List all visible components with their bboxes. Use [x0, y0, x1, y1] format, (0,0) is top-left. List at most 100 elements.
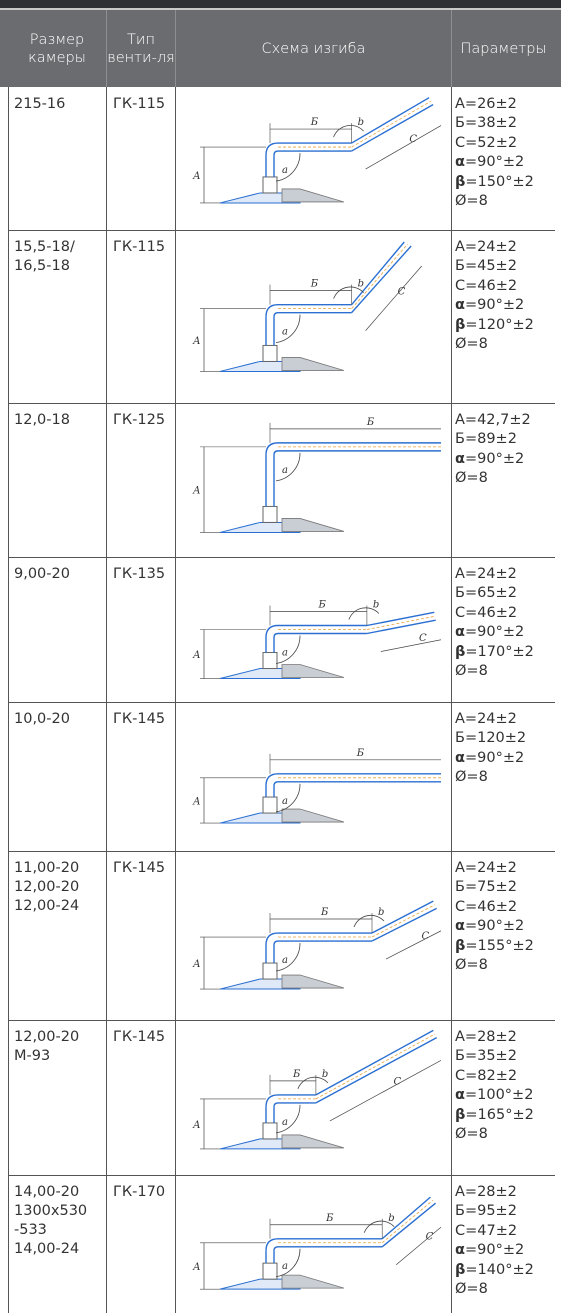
- parameter-line: С=46±2: [455, 604, 555, 623]
- beta-label: b: [358, 117, 364, 128]
- valve-arm-line: [351, 241, 405, 306]
- c-label: С: [398, 286, 406, 297]
- parameter-value: =8: [466, 1281, 488, 1298]
- parameter-value: =24±2: [464, 239, 517, 255]
- valve-elbow: [265, 624, 279, 638]
- parameter-line: A=24±2: [455, 859, 555, 878]
- c-label: С: [422, 931, 430, 942]
- parameter-line: Ø=8: [455, 192, 555, 211]
- alpha-arc: [275, 1104, 301, 1134]
- parameter-line: Ø=8: [455, 662, 555, 681]
- valve-arm-line: [381, 1202, 437, 1248]
- parameter-key: β: [455, 1261, 466, 1278]
- b-label: Б: [320, 907, 329, 918]
- arm-centerline: [315, 1033, 436, 1100]
- parameter-line: Б=35±2: [455, 1047, 555, 1066]
- parameters-cell: A=24±2 Б=65±2 С=46±2 α=90°±2 β=170°±2 Ø=8: [455, 565, 555, 681]
- valve-elbow: [265, 932, 279, 946]
- camera-size-cell: 10,0-20: [14, 711, 70, 727]
- parameter-key: Б: [455, 258, 465, 275]
- valve-type-cell: ГК-145: [113, 711, 166, 727]
- valve-arm-line: [351, 245, 412, 314]
- header-valve: Тип венти-ля: [107, 31, 175, 66]
- valve-elbow: [265, 1094, 279, 1107]
- parameter-key: С: [455, 1222, 466, 1239]
- valve-elbow: [265, 442, 279, 455]
- valve-arm-line: [366, 619, 436, 635]
- valve-elbow: [273, 1246, 279, 1251]
- parameter-value: =45±2: [464, 258, 517, 275]
- parameter-value: =52±2: [465, 134, 518, 151]
- parameter-line: Б=45±2: [455, 257, 555, 276]
- header-params: Параметры: [460, 40, 547, 57]
- valve-type-cell: ГК-145: [113, 1029, 166, 1045]
- camera-size-cell: 12,0-18: [14, 412, 70, 428]
- valve-arm-line: [315, 1037, 438, 1104]
- parameter-line: Ø=8: [455, 335, 555, 354]
- valve-type-cell: ГК-125: [113, 412, 166, 428]
- valve-elbow: [273, 940, 279, 946]
- row-divider: [8, 851, 555, 852]
- parameter-line: Ø=8: [455, 1125, 555, 1144]
- parameter-line: С=82±2: [455, 1067, 555, 1086]
- arm-centerline: [351, 100, 432, 148]
- a-label: А: [192, 336, 201, 347]
- a-label: А: [192, 1120, 201, 1131]
- parameter-value: =90°±2: [464, 1242, 525, 1259]
- parameter-line: Ø=8: [455, 469, 555, 488]
- b-label: Б: [317, 600, 326, 611]
- parameter-value: =75±2: [464, 879, 517, 896]
- parameter-key: Ø: [455, 1126, 467, 1143]
- valve-type-cell: ГК-170: [113, 1184, 166, 1200]
- parameter-value: =65±2: [464, 585, 517, 602]
- c-label: С: [409, 134, 417, 145]
- parameter-key: α: [455, 1242, 465, 1259]
- parameter-key: A: [455, 412, 465, 428]
- parameter-line: Б=89±2: [455, 430, 555, 449]
- parameters-cell: A=28±2 Б=95±2 С=47±2 α=90°±2 β=140°±2 Ø=8: [455, 1183, 555, 1299]
- parameter-line: β=120°±2: [455, 316, 555, 335]
- parameter-value: =46±2: [465, 277, 518, 294]
- parameter-key: A: [455, 860, 465, 876]
- camera-size-cell: 215-16: [14, 96, 66, 112]
- beta-label: b: [388, 1213, 394, 1224]
- parameter-value: =170°±2: [465, 643, 534, 660]
- arm-centerline: [366, 615, 436, 630]
- valve-elbow: [273, 781, 279, 786]
- parameter-key: С: [455, 898, 466, 915]
- parameter-line: α=90°±2: [455, 296, 555, 315]
- alpha-arc: [275, 1248, 301, 1278]
- parameter-key: Ø: [455, 470, 467, 487]
- b-label: Б: [310, 279, 319, 290]
- row-divider: [8, 230, 555, 231]
- parameter-key: β: [455, 173, 466, 190]
- parameter-line: Б=95±2: [455, 1202, 555, 1221]
- valve-nut: [262, 344, 278, 362]
- parameter-line: β=140°±2: [455, 1261, 555, 1280]
- parameter-line: A=24±2: [455, 238, 555, 257]
- parameter-key: β: [455, 643, 466, 660]
- parameter-value: =90°±2: [464, 450, 525, 467]
- b-label: Б: [292, 1069, 301, 1080]
- c-dimension-line: [365, 125, 441, 170]
- arm-centerline: [381, 1199, 434, 1244]
- c-dimension-line: [380, 639, 441, 652]
- parameter-key: β: [455, 1106, 466, 1123]
- parameter-line: Ø=8: [455, 956, 555, 975]
- rubber-patch: [281, 188, 345, 203]
- alpha-label: а: [282, 165, 288, 176]
- parameter-value: =28±2: [464, 1029, 517, 1045]
- a-label: А: [192, 486, 201, 497]
- valve-nut: [262, 796, 278, 814]
- alpha-label: а: [282, 465, 288, 476]
- parameter-line: Ø=8: [455, 1280, 555, 1299]
- alpha-label: а: [282, 1261, 288, 1272]
- parameter-value: =155°±2: [465, 937, 534, 954]
- rubber-patch: [281, 1274, 345, 1289]
